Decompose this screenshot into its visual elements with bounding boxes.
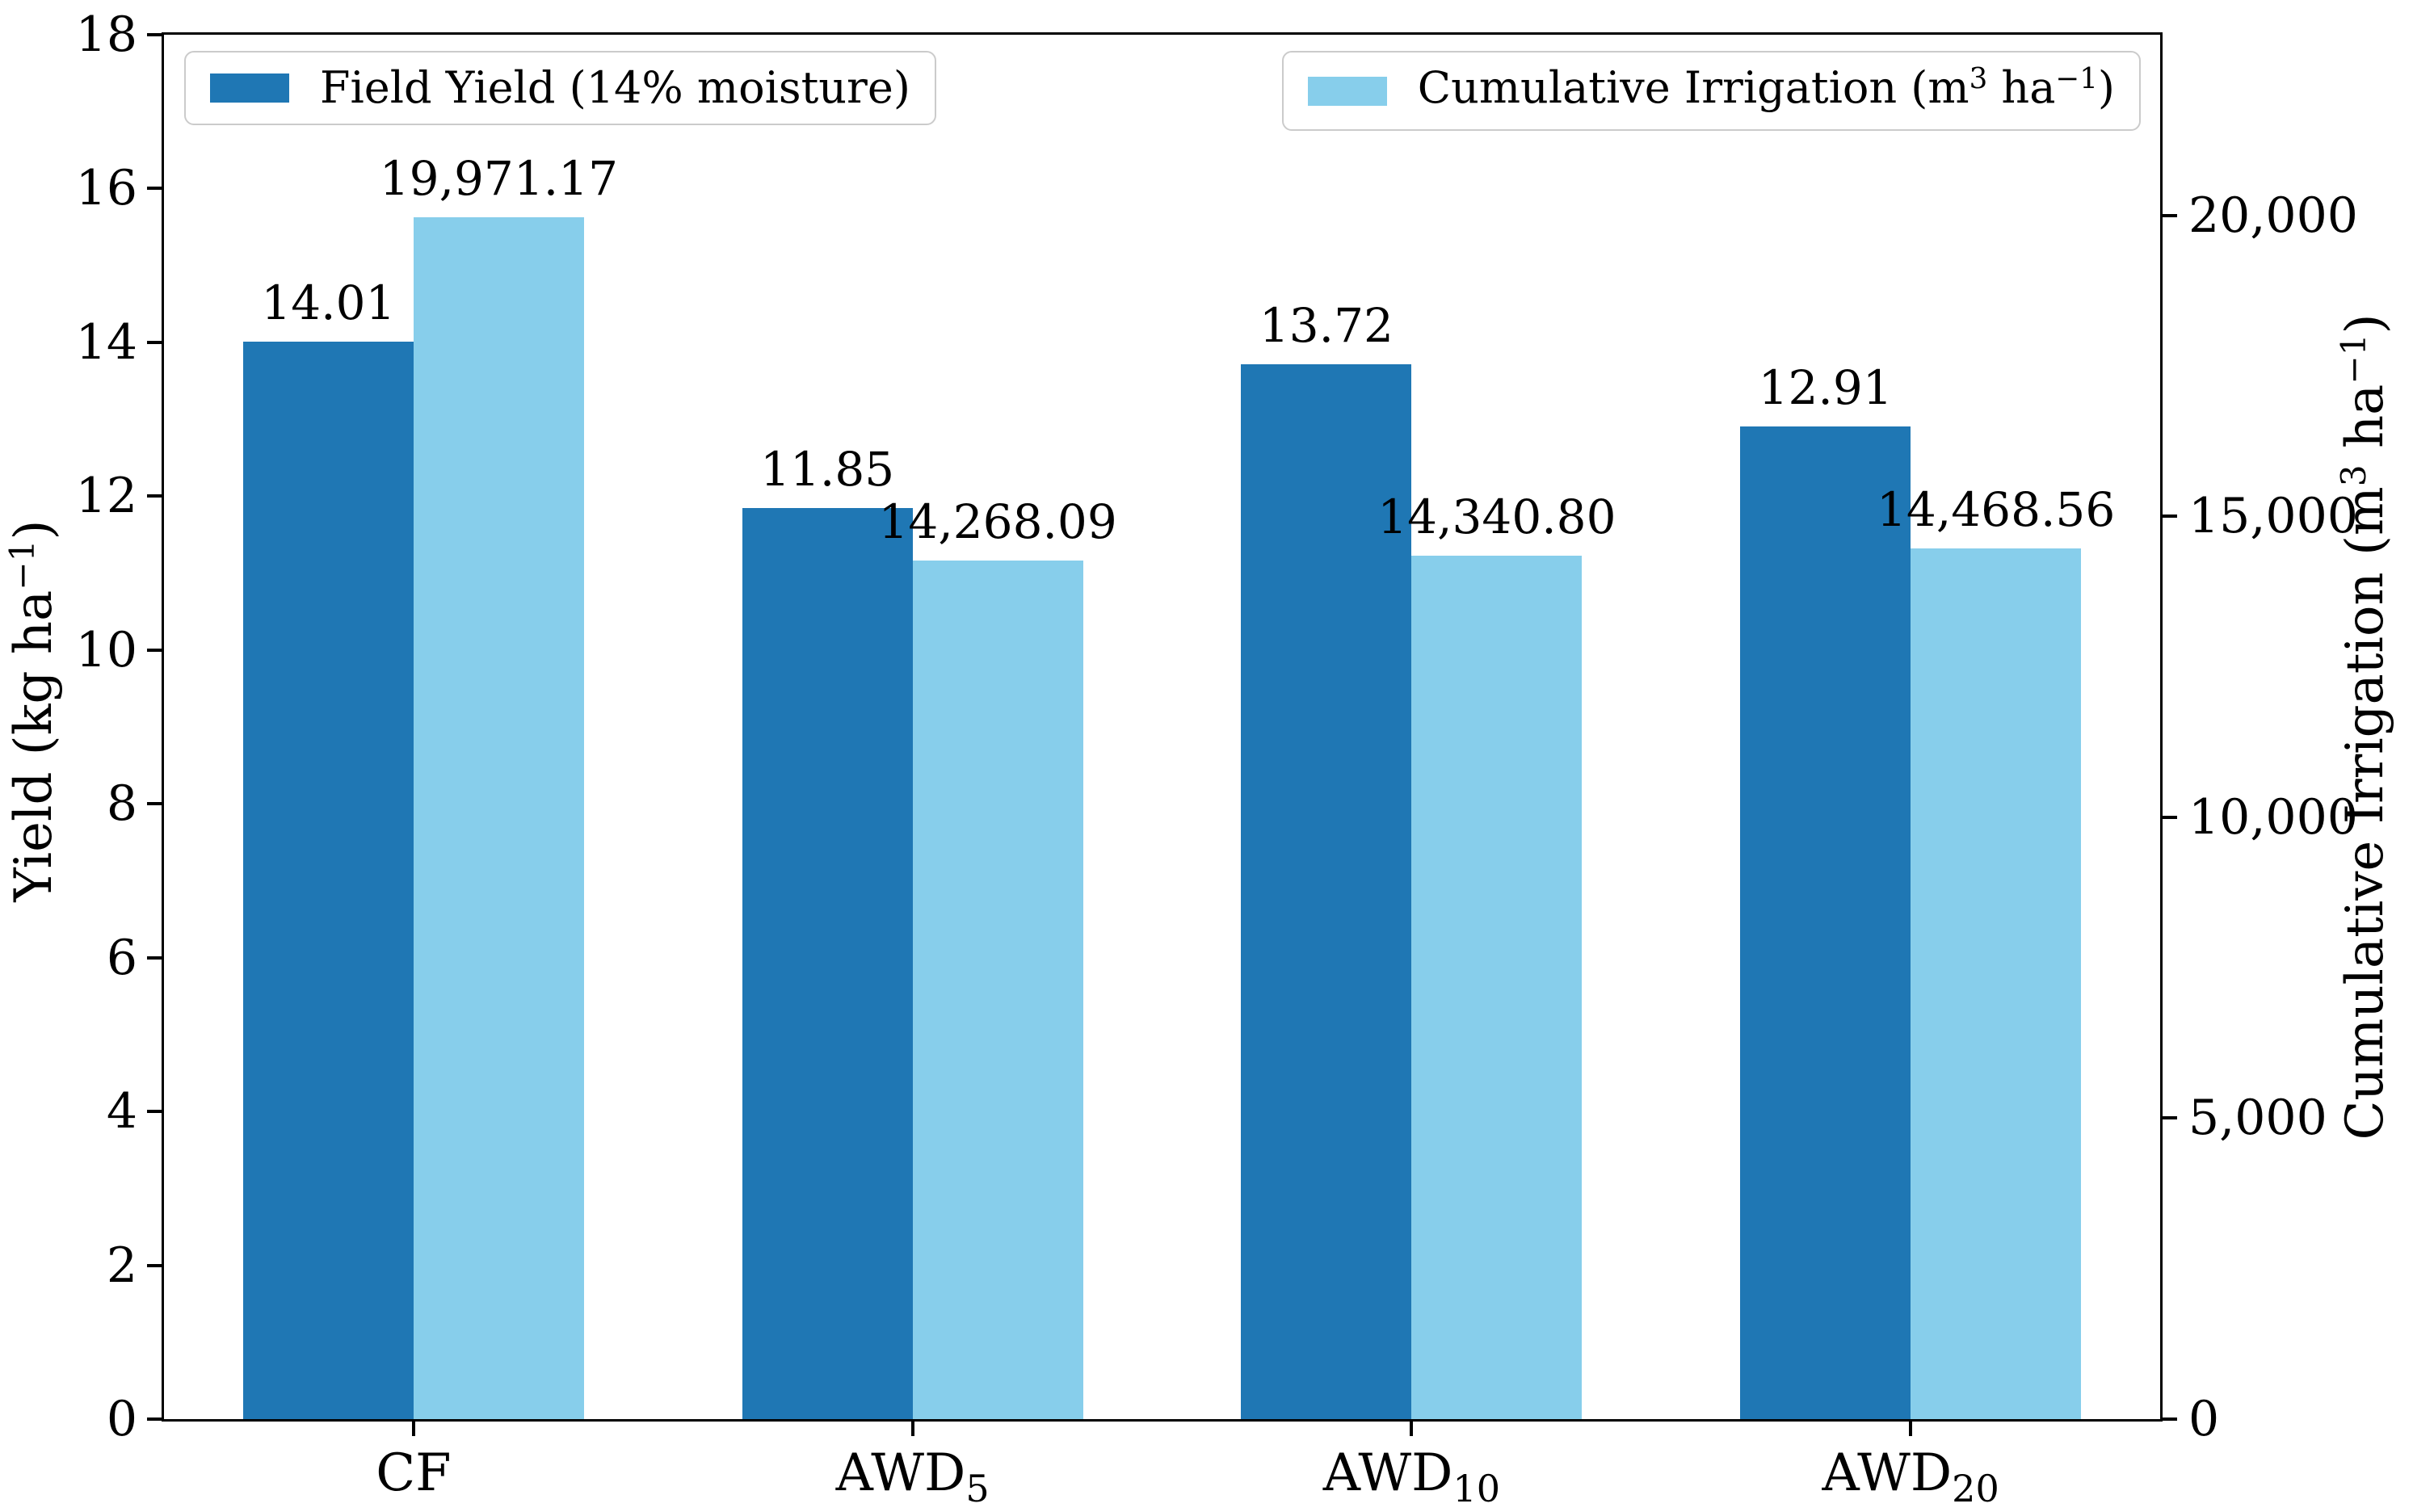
bar-cumulative-irrigation-AWD5	[912, 560, 1083, 1419]
left-axis-tick-label-18: 18	[75, 6, 137, 63]
category-label-AWD5: AWD5	[711, 1443, 1115, 1512]
right-axis-title: Cumulative Irrigation (m3 ha−1)	[2333, 313, 2395, 1140]
right-axis-title-mid: ha	[2335, 384, 2395, 465]
bar-field-yield-AWD20	[1740, 426, 1911, 1419]
left-axis-title-superscript: −1	[2, 540, 42, 590]
x-axis-tick-mark-CF	[411, 1422, 415, 1436]
right-axis-tick-label-0: 0	[2188, 1391, 2220, 1447]
left-axis-tick-mark-16	[147, 187, 162, 191]
value-label-cumulative-irrigation-AWD20: 14,468.56	[1877, 481, 2116, 537]
value-label-field-yield-CF: 14.01	[261, 275, 396, 330]
field-yield-swatch	[210, 74, 289, 103]
value-label-field-yield-AWD5: 11.85	[760, 441, 895, 497]
right-axis-tick-mark-15000	[2163, 514, 2177, 519]
category-label-base-AWD5: AWD	[835, 1443, 966, 1503]
legend-field-yield: Field Yield (14% moisture)	[184, 51, 936, 125]
right-axis-tick-label-15000: 15,000	[2188, 488, 2358, 545]
left-axis-tick-label-12: 12	[75, 468, 137, 525]
field-yield-legend-label: Field Yield (14% moisture)	[320, 62, 910, 113]
right-axis-title-close: )	[2335, 313, 2395, 334]
left-axis-tick-label-16: 16	[75, 160, 137, 217]
category-label-subscript-AWD5: 5	[965, 1466, 990, 1510]
cumulative-irrigation-legend-label: Cumulative Irrigation (m3 ha−1)	[1418, 62, 2115, 120]
left-axis-tick-mark-6	[147, 956, 162, 960]
left-axis-tick-mark-10	[147, 648, 162, 652]
cumulative-irrigation-legend-text: Cumulative Irrigation (m	[1417, 62, 1969, 113]
left-axis-tick-mark-18	[147, 33, 162, 36]
right-axis-tick-mark-10000	[2163, 815, 2177, 819]
category-label-subscript-AWD20: 20	[1952, 1466, 1999, 1510]
left-axis-tick-mark-2	[147, 1263, 162, 1267]
right-axis-title-superscript-3: 3	[2333, 464, 2373, 487]
left-axis-tick-label-6: 6	[106, 929, 137, 986]
cumulative-irrigation-swatch	[1307, 76, 1387, 106]
cumulative-irrigation-legend-close: )	[2097, 62, 2115, 113]
cumulative-irrigation-legend-superscript-3: 3	[1969, 62, 1988, 96]
value-label-cumulative-irrigation-CF: 19,971.17	[379, 150, 618, 206]
right-axis-title-superscript-minus1: −1	[2333, 334, 2373, 384]
category-label-base-CF: CF	[376, 1443, 452, 1503]
right-axis-tick-label-10000: 10,000	[2188, 788, 2358, 846]
cumulative-irrigation-legend-mid: ha	[1987, 62, 2056, 113]
category-label-AWD10: AWD10	[1209, 1443, 1613, 1512]
category-label-AWD20: AWD20	[1709, 1443, 2112, 1512]
x-axis-tick-mark-AWD10	[1410, 1422, 1414, 1436]
value-label-cumulative-irrigation-AWD5: 14,268.09	[878, 494, 1117, 549]
left-axis-tick-label-10: 10	[75, 621, 137, 678]
cumulative-irrigation-legend-superscript-minus1: −1	[2055, 62, 2098, 96]
left-axis-title: Yield (kg ha−1)	[2, 520, 64, 902]
left-axis-tick-mark-14	[147, 340, 162, 344]
left-axis-tick-label-14: 14	[75, 313, 137, 371]
right-axis-tick-mark-5000	[2163, 1116, 2177, 1120]
left-axis-tick-mark-12	[147, 494, 162, 498]
value-label-field-yield-AWD20: 12.91	[1758, 359, 1893, 415]
value-label-cumulative-irrigation-AWD10: 14,340.80	[1377, 489, 1616, 545]
left-axis-tick-mark-4	[147, 1110, 162, 1114]
right-axis-tick-label-20000: 20,000	[2188, 187, 2358, 244]
right-axis-tick-mark-0	[2163, 1418, 2177, 1421]
legend-cumulative-irrigation: Cumulative Irrigation (m3 ha−1)	[1281, 51, 2141, 131]
value-label-field-yield-AWD10: 13.72	[1259, 297, 1394, 353]
category-label-base-AWD10: AWD	[1322, 1443, 1453, 1503]
category-label-CF: CF	[212, 1443, 616, 1504]
x-axis-tick-mark-AWD20	[1909, 1422, 1913, 1436]
bar-cumulative-irrigation-AWD20	[1911, 548, 2082, 1419]
right-axis-tick-mark-20000	[2163, 213, 2177, 217]
right-axis-tick-label-5000: 5,000	[2188, 1090, 2327, 1147]
left-axis-tick-label-8: 8	[106, 775, 137, 833]
left-axis-tick-mark-0	[147, 1418, 162, 1421]
bar-cumulative-irrigation-AWD10	[1411, 556, 1583, 1419]
left-axis-tick-label-4: 4	[106, 1083, 137, 1140]
x-axis-tick-mark-AWD5	[910, 1422, 914, 1436]
left-axis-tick-mark-8	[147, 802, 162, 806]
bar-cumulative-irrigation-CF	[413, 216, 584, 1419]
left-axis-tick-label-0: 0	[106, 1391, 137, 1447]
left-axis-tick-label-2: 2	[106, 1237, 137, 1294]
bar-field-yield-CF	[242, 341, 414, 1419]
bar-field-yield-AWD5	[742, 507, 913, 1419]
category-label-subscript-AWD10: 10	[1452, 1466, 1501, 1510]
bar-field-yield-AWD10	[1241, 363, 1412, 1419]
category-label-base-AWD20: AWD	[1822, 1443, 1953, 1503]
